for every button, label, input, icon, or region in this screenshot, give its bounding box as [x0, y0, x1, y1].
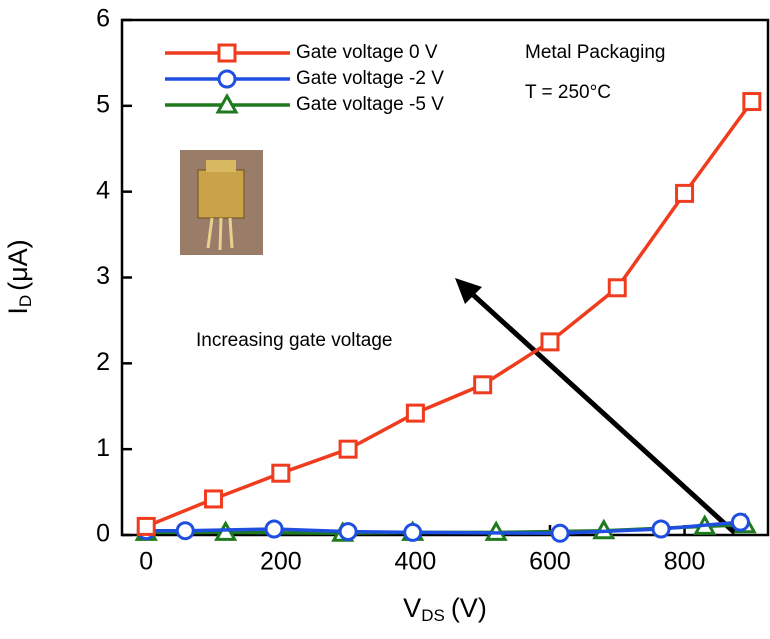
legend-label: Gate voltage -2 V — [296, 68, 444, 89]
y-tick-label: 1 — [96, 434, 110, 462]
marker — [175, 521, 195, 541]
x-label-sub: DS — [421, 606, 445, 625]
marker — [730, 512, 750, 532]
series-line — [145, 100, 754, 529]
y-tick-label: 2 — [96, 348, 110, 376]
x-tick-label: 600 — [529, 548, 571, 576]
x-label-main: V — [403, 593, 421, 623]
marker — [271, 463, 291, 483]
marker — [550, 523, 570, 543]
y-tick-label: 4 — [96, 176, 110, 204]
y-tick-label: 5 — [96, 90, 110, 118]
legend-marker — [215, 92, 239, 114]
y-tick-label: 0 — [96, 520, 110, 548]
marker — [473, 375, 493, 395]
marker — [338, 522, 358, 542]
annotation: Increasing gate voltage — [196, 330, 392, 351]
package-photo — [180, 150, 263, 255]
marker — [742, 92, 762, 112]
marker — [607, 278, 627, 298]
x-axis-label: VDS (V) — [403, 593, 487, 625]
marker — [403, 522, 423, 542]
marker — [338, 439, 358, 459]
y-axis-label: ID (μA) — [3, 239, 35, 314]
x-label-unit: (V) — [451, 593, 487, 623]
marker — [540, 332, 560, 352]
legend-marker — [217, 43, 237, 63]
marker — [264, 519, 284, 539]
marker — [136, 516, 156, 536]
marker — [405, 403, 425, 423]
plot-frame — [120, 18, 770, 537]
annotation: T = 250°C — [525, 82, 611, 103]
marker — [675, 183, 695, 203]
marker — [204, 489, 224, 509]
x-tick-label: 800 — [664, 548, 706, 576]
y-tick-label: 3 — [96, 262, 110, 290]
legend-label: Gate voltage 0 V — [296, 42, 438, 63]
arrow — [455, 278, 737, 535]
annotation: Metal Packaging — [525, 42, 665, 63]
marker — [651, 519, 671, 539]
legend-label: Gate voltage -5 V — [296, 94, 444, 115]
y-label-unit: (μA) — [3, 239, 33, 291]
y-tick-label: 6 — [96, 5, 110, 33]
x-tick-label: 400 — [395, 548, 437, 576]
y-label-sub: D — [16, 295, 35, 307]
legend-marker — [217, 69, 237, 89]
series-line — [146, 520, 741, 536]
x-tick-label: 0 — [139, 548, 153, 576]
y-label-main: I — [3, 307, 33, 315]
x-tick-label: 200 — [260, 548, 302, 576]
